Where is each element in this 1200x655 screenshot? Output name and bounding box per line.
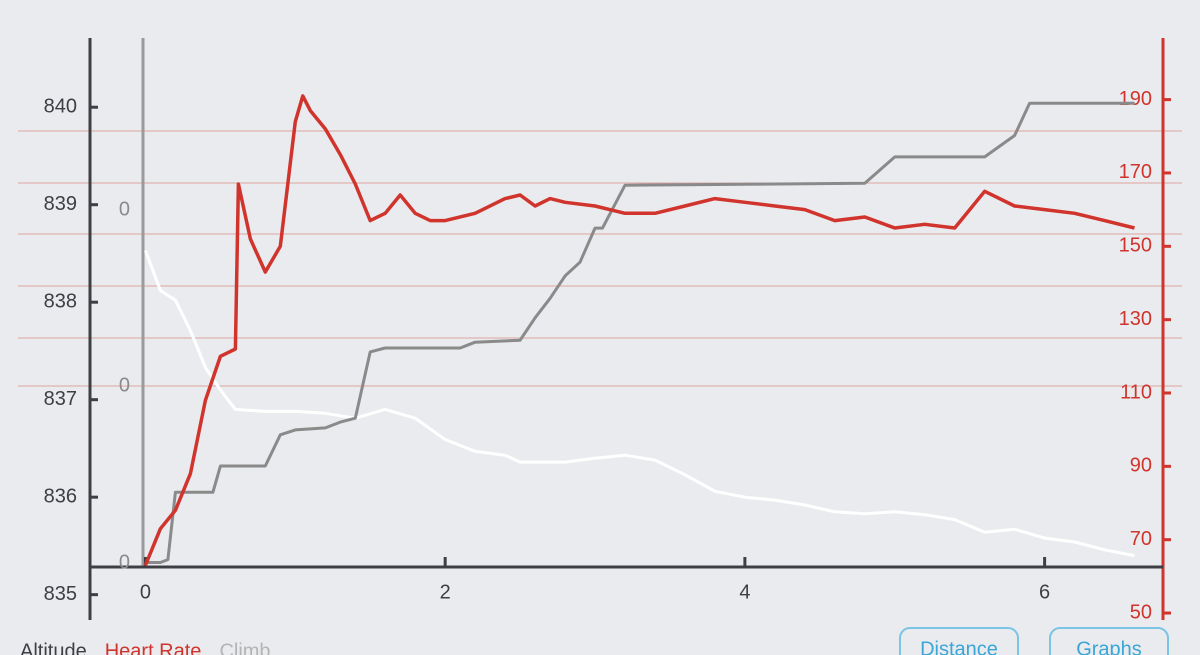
button-frame [899,627,1019,655]
series-line [143,94,1135,567]
x-tick-label: 0 [140,581,151,603]
legend-entry: Altitude [20,640,87,655]
x-tick-label: 2 [440,581,451,603]
climb-axis-label: 0 [119,551,130,573]
y-tick-label: 837 [44,388,77,410]
y-tick-label: 838 [44,290,77,312]
distance-button[interactable]: Distance [920,638,998,655]
buttons: Distance Graphs [899,627,1169,655]
legend-entry: Heart Rate [105,640,202,655]
series-line [143,249,1135,558]
y-tick-label: 840 [44,95,77,117]
x-tick-label: 6 [1039,581,1050,603]
button-frame [1049,627,1169,655]
y2-tick-label: 130 [1119,308,1152,330]
legend-entry: Climb [219,640,270,655]
y2-tick-label: 170 [1119,161,1152,183]
y2-tick-label: 90 [1130,455,1152,477]
climb-axis-label: 0 [119,374,130,396]
y2-tick-label: 150 [1119,235,1152,257]
y2-tick-label: 50 [1130,601,1152,623]
y-tick-label: 836 [44,485,77,507]
y2-tick-label: 70 [1130,528,1152,550]
climb-axis-label: 0 [119,198,130,220]
graphs-button[interactable]: Graphs [1076,638,1142,655]
y-tick-label: 839 [44,193,77,215]
y2-tick-label: 110 [1120,381,1152,403]
y2-tick-label: 190 [1119,88,1152,110]
x-tick-label: 4 [739,581,750,603]
series-line [145,101,1135,564]
y-tick-label: 835 [44,583,77,605]
